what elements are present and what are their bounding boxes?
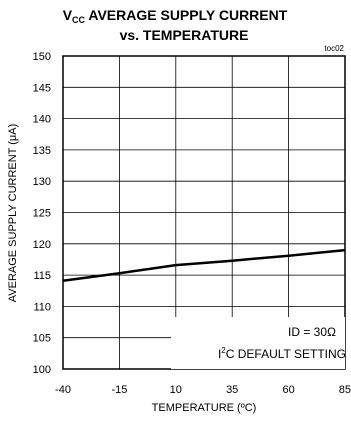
grid <box>63 56 345 369</box>
y-tick-labels: 100 105 110 115 120 125 130 135 140 145 150 <box>33 51 51 376</box>
series-line <box>62 248 346 282</box>
y-tick-label: 110 <box>33 301 51 313</box>
figure-tag: toc02 <box>324 44 344 53</box>
x-tick-label: -15 <box>111 384 127 396</box>
chart-title-line2: vs. TEMPERATURE <box>120 27 249 43</box>
annotation-rest: C DEFAULT SETTING <box>226 347 346 361</box>
title-v: V <box>63 7 73 23</box>
y-tick-label: 125 <box>33 208 51 220</box>
y-tick-label: 145 <box>33 82 51 94</box>
x-tick-label: 10 <box>170 384 182 396</box>
y-tick-label: 130 <box>33 176 51 188</box>
y-axis-label: AVERAGE SUPPLY CURRENT (μA) <box>7 124 19 303</box>
x-tick-label: 60 <box>282 384 294 396</box>
annotation-box <box>171 317 345 369</box>
annotation-i: I <box>218 347 221 361</box>
title-cc-subscript: CC <box>72 15 85 25</box>
chart-title-line1: VCC AVERAGE SUPPLY CURRENT <box>63 7 288 25</box>
annotation-i2c-setting: I2C DEFAULT SETTING <box>218 346 346 361</box>
x-tick-labels: -40 -15 10 35 60 85 <box>55 384 351 396</box>
y-tick-label: 115 <box>33 270 51 282</box>
x-axis-label: TEMPERATURE (ºC) <box>152 402 257 414</box>
x-tick-label: 85 <box>339 384 351 396</box>
y-tick-label: 120 <box>33 239 51 251</box>
x-tick-label: -40 <box>55 384 71 396</box>
series-group <box>62 248 346 282</box>
annotation-superscript: 2 <box>221 346 226 355</box>
y-tick-label: 140 <box>33 114 51 126</box>
x-tick-label: 35 <box>226 384 238 396</box>
y-tick-label: 135 <box>33 145 51 157</box>
y-tick-label: 100 <box>33 364 51 376</box>
title-rest: AVERAGE SUPPLY CURRENT <box>85 7 288 23</box>
annotation-id: ID = 30Ω <box>288 325 336 339</box>
y-tick-label: 105 <box>33 333 51 345</box>
y-tick-label: 150 <box>33 51 51 63</box>
